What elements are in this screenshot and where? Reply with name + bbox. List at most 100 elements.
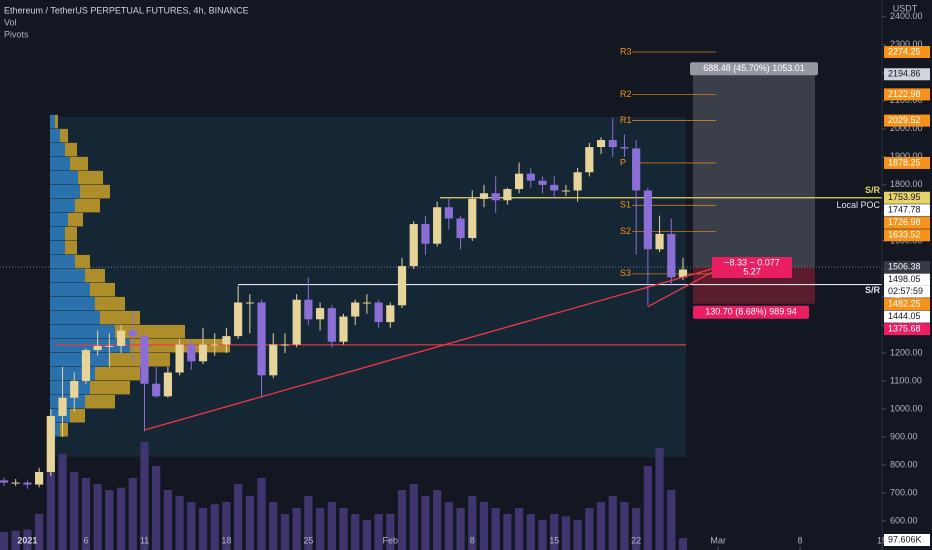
x-tick-label: 11 [140, 535, 149, 545]
volume-bar [351, 514, 360, 550]
profile-bar [50, 226, 65, 241]
price-tag-label: 1747.78 [888, 205, 921, 215]
y-tick-label: 2300.00 [890, 39, 923, 49]
volume-bar [526, 514, 535, 550]
volume-bar [655, 448, 664, 550]
pivot-label: R1 [620, 115, 632, 125]
profile-bar [50, 394, 85, 409]
profile-bar [50, 296, 95, 311]
profile-bar [65, 240, 77, 255]
candle-body [152, 383, 161, 397]
candle-body [514, 173, 524, 190]
profile-bar [50, 184, 80, 199]
candle-body [0, 480, 9, 483]
profile-bar [50, 268, 85, 283]
pivot-label: S2 [620, 226, 631, 236]
profile-bar [95, 366, 140, 381]
price-tag-label: 1498.05 [888, 274, 921, 284]
y-tick-label: 1100.00 [890, 375, 922, 385]
price-tag [884, 68, 930, 81]
candle-body [573, 172, 582, 191]
profile-bar [65, 142, 77, 157]
volume-bar [175, 496, 184, 550]
countdown-label: 02:57:59 [888, 286, 923, 296]
x-tick-label: 22 [631, 535, 641, 545]
candle-body [315, 308, 325, 320]
profile-bar [50, 198, 75, 213]
price-tag-label: 2274.25 [888, 46, 921, 56]
volume-bar [608, 496, 617, 550]
price-tag-label: 1633.52 [888, 230, 921, 240]
y-tick-label: 600.00 [890, 515, 918, 525]
y-tick-label: 900.00 [890, 431, 918, 441]
profile-bar [50, 254, 75, 269]
volume-bar [632, 508, 641, 550]
candle-body [175, 344, 184, 373]
candle-body [433, 207, 442, 244]
profile-bar [75, 254, 90, 269]
price-tag [884, 191, 930, 204]
profile-bar [50, 114, 55, 129]
x-tick-label: 6 [83, 535, 88, 545]
candle-body [222, 336, 231, 345]
y-tick-label: 1900.00 [890, 151, 923, 161]
pivot-label: R3 [620, 46, 632, 56]
sr-label: S/R [865, 185, 881, 195]
candle-body [81, 350, 91, 381]
candle-body [163, 372, 172, 397]
target-zone [693, 74, 815, 268]
candle-body [93, 345, 102, 351]
volume-bar [210, 504, 219, 550]
volume-bar [397, 490, 407, 550]
profile-bar [115, 324, 185, 339]
candle-body [374, 302, 383, 323]
candle-body [585, 147, 594, 173]
candle-body [667, 233, 676, 278]
price-tag-label: 1506.38 [888, 261, 921, 271]
local-poc-label: Local POC [836, 200, 880, 210]
candle-body [468, 198, 477, 239]
y-tick-label: 1200.00 [890, 347, 923, 357]
price-tag-label: 2122.98 [888, 89, 921, 99]
price-tag [884, 204, 930, 217]
candle-body [257, 302, 266, 376]
x-tick-label: Feb [383, 535, 399, 545]
measure-label: −8.33 ~ 0.077 [724, 257, 780, 267]
volume-bar [269, 502, 278, 550]
candle-body [538, 180, 547, 185]
profile-bar [50, 240, 65, 255]
volume-bar [561, 516, 571, 550]
volume-bar [70, 472, 79, 550]
volume-bar [198, 508, 208, 550]
candle-body [678, 269, 688, 278]
profile-bar [80, 184, 110, 199]
volume-bar [514, 508, 524, 550]
candle-body [198, 344, 208, 362]
candle-body [526, 173, 535, 181]
profile-bar [50, 422, 60, 437]
volume-bar [433, 490, 442, 550]
chart-title: Ethereum / TetherUS PERPETUAL FUTURES, 4… [4, 5, 249, 15]
volume-bar [222, 502, 231, 550]
price-tag-label: 2029.52 [888, 115, 921, 125]
x-tick-label: 8 [798, 535, 803, 545]
volume-bar [374, 514, 383, 550]
price-tag [884, 216, 930, 229]
candle-body [550, 184, 559, 191]
candle-body [128, 330, 137, 337]
y-tick-label: 700.00 [890, 487, 918, 497]
volume-bar [315, 508, 325, 550]
volume-bar [620, 502, 629, 550]
indicator: Vol [4, 17, 17, 27]
x-tick-label: 15 [549, 535, 559, 545]
volume-bar [46, 466, 55, 550]
volume-bar [456, 508, 465, 550]
price-tag [884, 88, 930, 101]
candle-body [503, 189, 512, 201]
candle-body [643, 190, 652, 250]
price-tag [884, 323, 930, 336]
y-tick-label: 1800.00 [890, 179, 923, 189]
volume-bar [93, 484, 102, 550]
volume-bar [128, 478, 137, 550]
